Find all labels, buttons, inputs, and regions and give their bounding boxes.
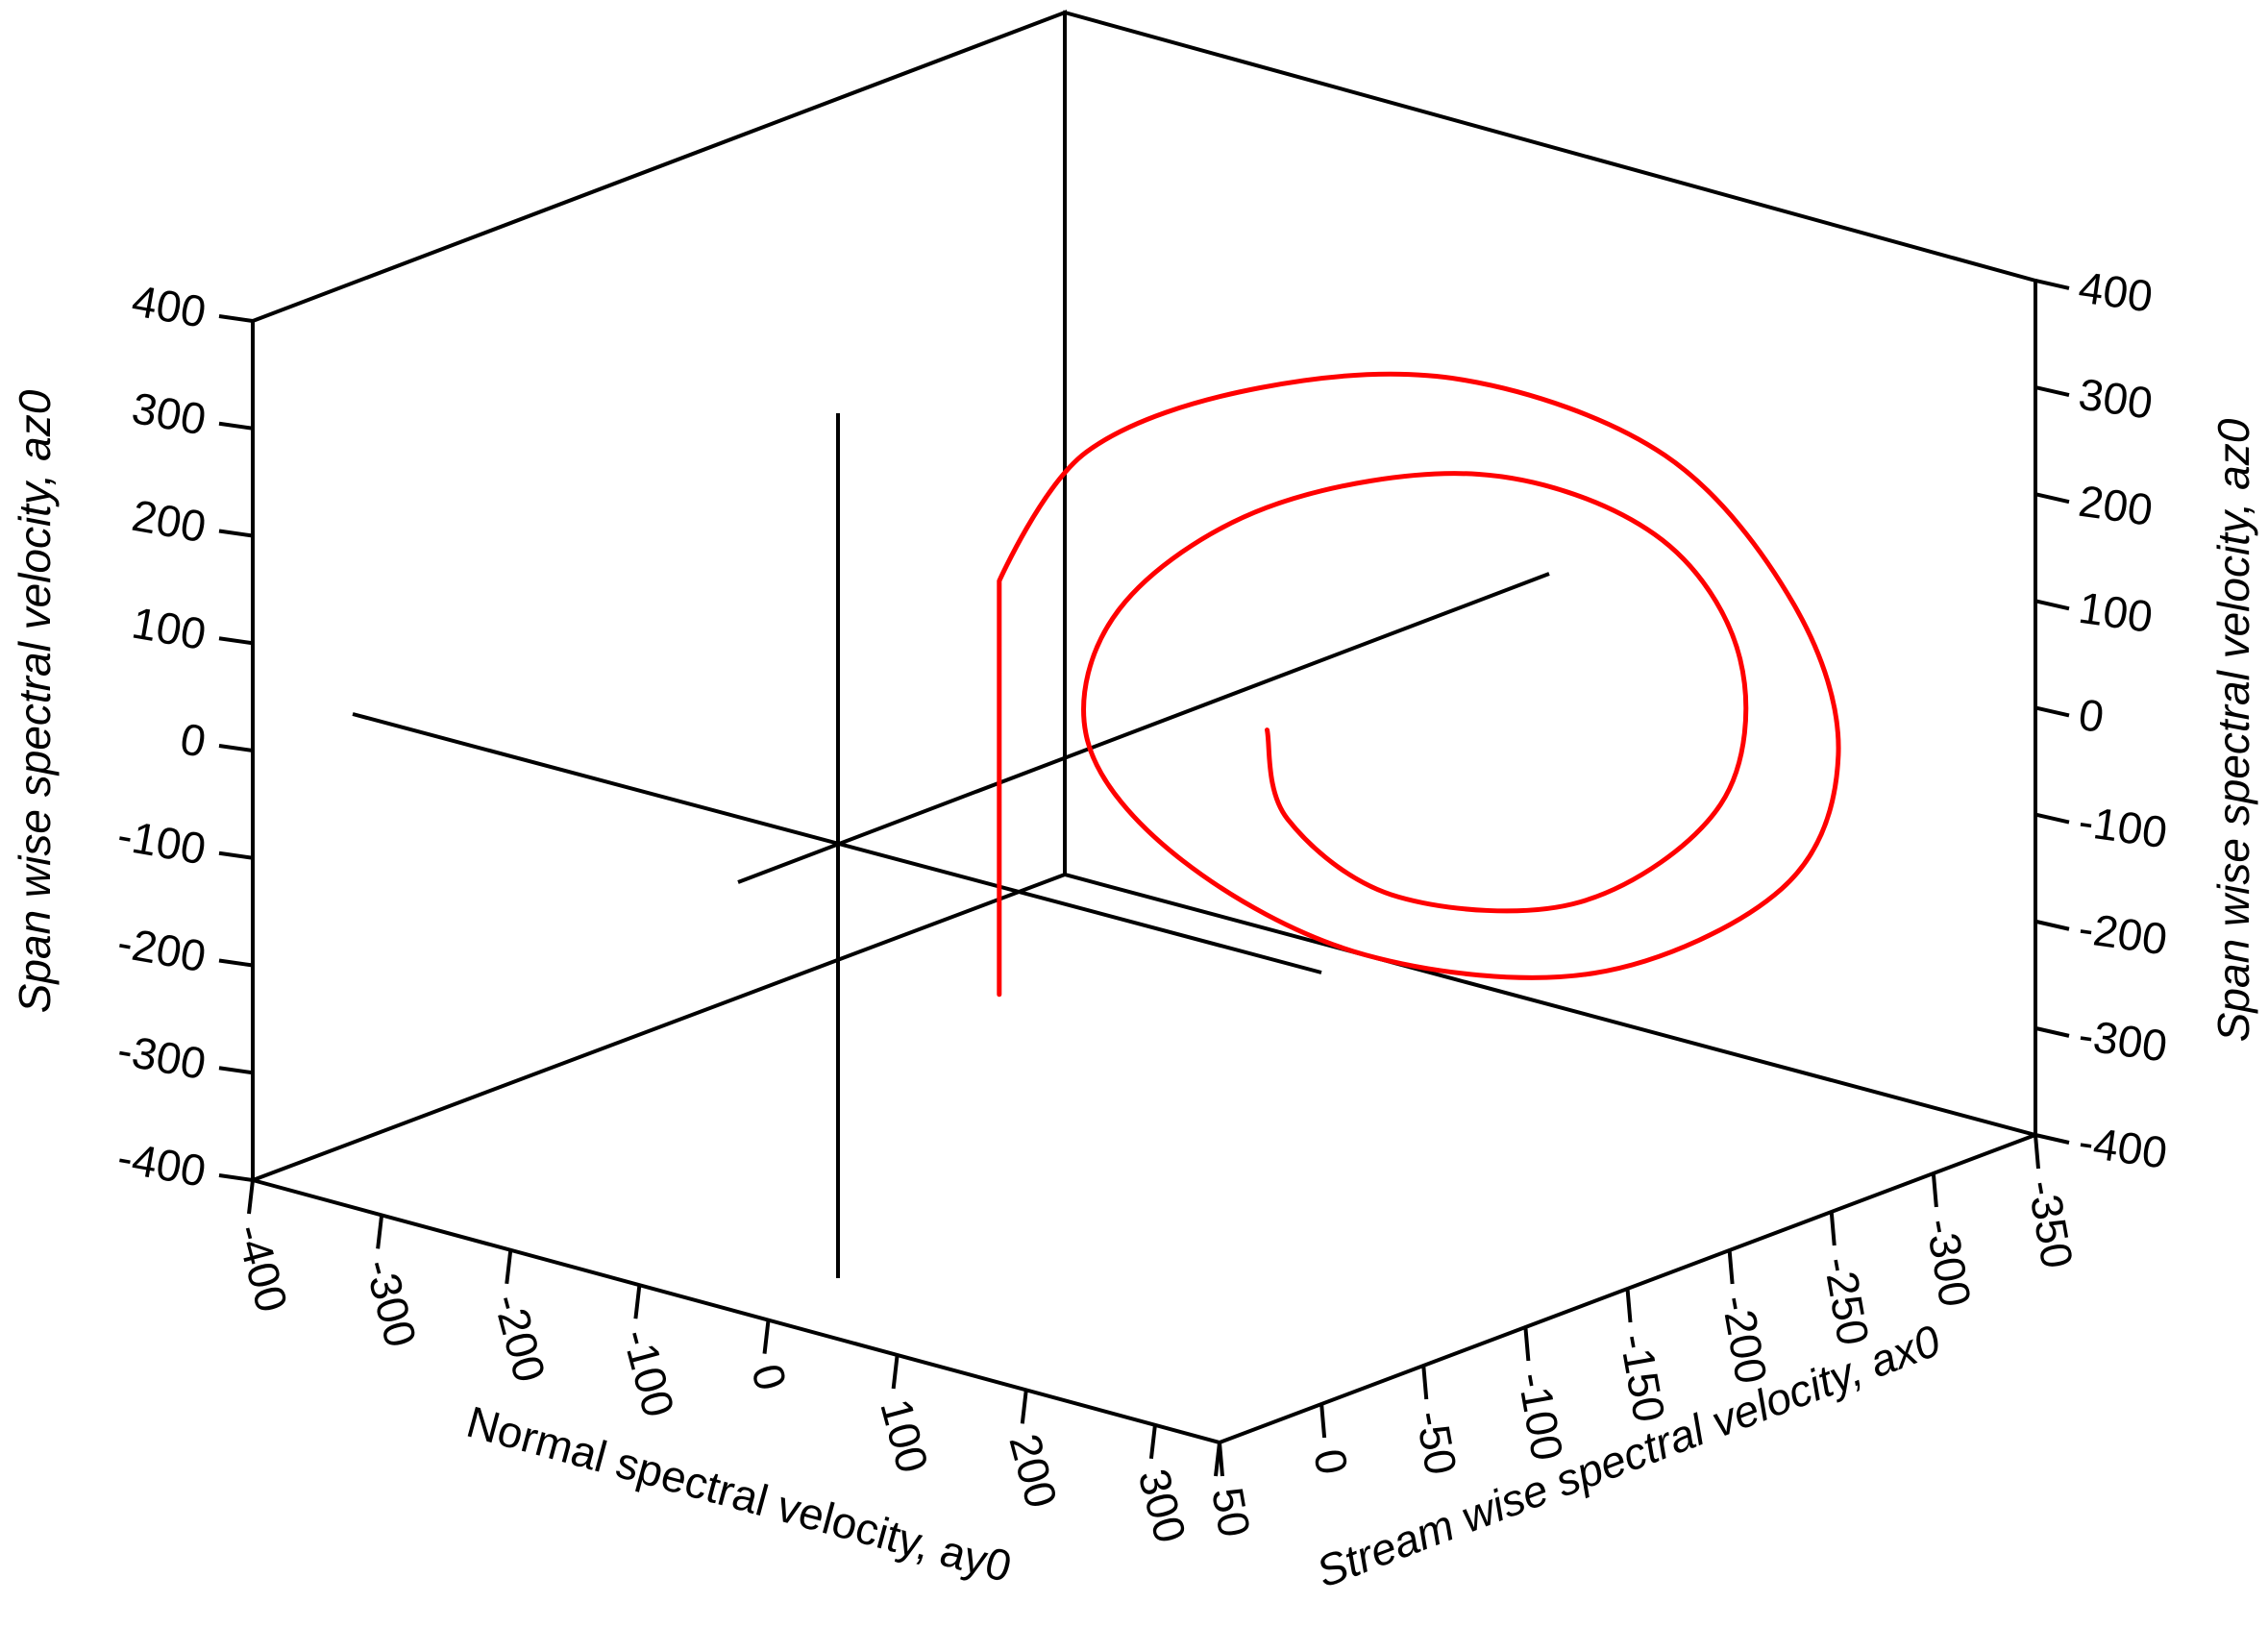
z-left-tick-label: -400	[113, 1132, 210, 1196]
z-right-tick	[2034, 919, 2070, 931]
x-tick-label: 0	[1304, 1445, 1358, 1478]
origin-x-axis	[737, 572, 1550, 884]
y-tick-label: -400	[227, 1219, 298, 1317]
floor-front-left-edge	[250, 1177, 1222, 1445]
x-tick-label: -100	[1509, 1368, 1573, 1465]
z-left-tick-label: -300	[113, 1024, 210, 1089]
z-left-tick-label: 200	[129, 490, 210, 553]
z-axis-title-left: Span wise spectral velocity, az0	[10, 389, 60, 1013]
x-tick	[1625, 1288, 1633, 1323]
z-left-tick	[218, 744, 254, 752]
z-left-tick	[218, 529, 254, 538]
y-tick-label: 0	[742, 1359, 797, 1395]
x-tick-label: -150	[1611, 1330, 1675, 1426]
y-tick	[762, 1319, 771, 1354]
z-right-tick	[2034, 279, 2070, 290]
z-left-tick	[218, 1173, 254, 1182]
y-tick-label: -100	[613, 1323, 684, 1421]
z-right-tick-label: -200	[2076, 902, 2170, 964]
right-back-frame	[1062, 10, 2037, 1138]
z-left-tick-label: 300	[129, 382, 210, 445]
z-right-tick	[2034, 1133, 2070, 1145]
x-tick	[1319, 1403, 1327, 1439]
z-right-tick-label: -400	[2076, 1116, 2170, 1177]
z-axis-right-ticks: 400 300 200 100 0 -100 -200 -300 -400	[2034, 261, 2170, 1178]
x-tick	[1931, 1172, 1938, 1208]
x-tick-label: -300	[1916, 1215, 1981, 1311]
x-tick-label: -350	[2018, 1176, 2083, 1272]
x-tick	[2034, 1134, 2040, 1170]
z-right-tick	[2034, 705, 2070, 718]
z-left-tick	[218, 1066, 254, 1075]
y-tick-label: -200	[484, 1289, 555, 1387]
z-left-tick-label: 100	[129, 598, 210, 660]
z-right-tick-label: 300	[2076, 369, 2156, 429]
y-tick	[1148, 1424, 1157, 1460]
z-right-tick-label: 100	[2076, 582, 2156, 642]
z-left-tick	[218, 850, 254, 860]
x-tick-label: -50	[1406, 1407, 1467, 1479]
x-tick-label: -250	[1814, 1253, 1879, 1349]
y-tick-label: 300	[1129, 1464, 1196, 1548]
y-tick-label: 200	[999, 1429, 1067, 1514]
z-right-tick	[2034, 812, 2070, 825]
z-left-tick-label: -200	[113, 917, 210, 981]
z-left-tick-label: 400	[129, 275, 210, 337]
y-axis-title: Normal spectral velocity, ay0	[461, 1396, 1017, 1591]
z-right-tick	[2034, 385, 2070, 398]
trajectory-line	[997, 371, 1841, 998]
y-tick	[633, 1284, 642, 1319]
origin-axes	[352, 413, 1550, 1278]
z-right-tick-label: 400	[2076, 261, 2156, 321]
z-left-tick	[218, 314, 254, 323]
z-right-tick	[2034, 599, 2070, 611]
z-axis-left-ticks: 400 300 200 100 0 -100 -200 -300 -400	[113, 275, 254, 1196]
x-tick	[1829, 1211, 1837, 1246]
y-tick-label: -300	[356, 1254, 427, 1352]
z-left-tick	[218, 421, 254, 431]
z-right-tick-label: -100	[2076, 796, 2170, 857]
y-tick	[891, 1354, 900, 1390]
z-right-tick-label: -300	[2076, 1009, 2170, 1071]
z-left-tick	[218, 958, 254, 968]
x-tick	[1523, 1326, 1531, 1362]
axes-box	[250, 10, 2038, 1445]
z-right-tick-label: 200	[2076, 476, 2156, 535]
z-right-tick-label: 0	[2076, 689, 2108, 742]
z-left-tick-label: -100	[113, 809, 210, 874]
z-axis-title-right: Span wise spectral velocity, az0	[2208, 418, 2258, 1042]
x-tick-label: -200	[1713, 1292, 1777, 1388]
y-tick	[505, 1249, 513, 1285]
y-tick	[376, 1215, 384, 1249]
x-tick	[1218, 1442, 1224, 1477]
z-right-tick	[2034, 1025, 2070, 1038]
left-back-frame	[250, 10, 1067, 1183]
z-left-tick-label: 0	[177, 713, 210, 767]
x-tick	[1727, 1249, 1735, 1285]
y-tick	[247, 1179, 255, 1215]
x-tick	[1421, 1365, 1429, 1400]
x-tick-label: 50	[1202, 1484, 1260, 1541]
y-tick-label: 100	[871, 1393, 938, 1478]
z-left-tick	[218, 636, 254, 646]
z-right-tick	[2034, 492, 2070, 505]
y-tick	[1020, 1390, 1028, 1424]
x-axis-ticks: 50 0 -50 -100 -150 -200 -250 -300 -350	[1202, 1134, 2083, 1541]
